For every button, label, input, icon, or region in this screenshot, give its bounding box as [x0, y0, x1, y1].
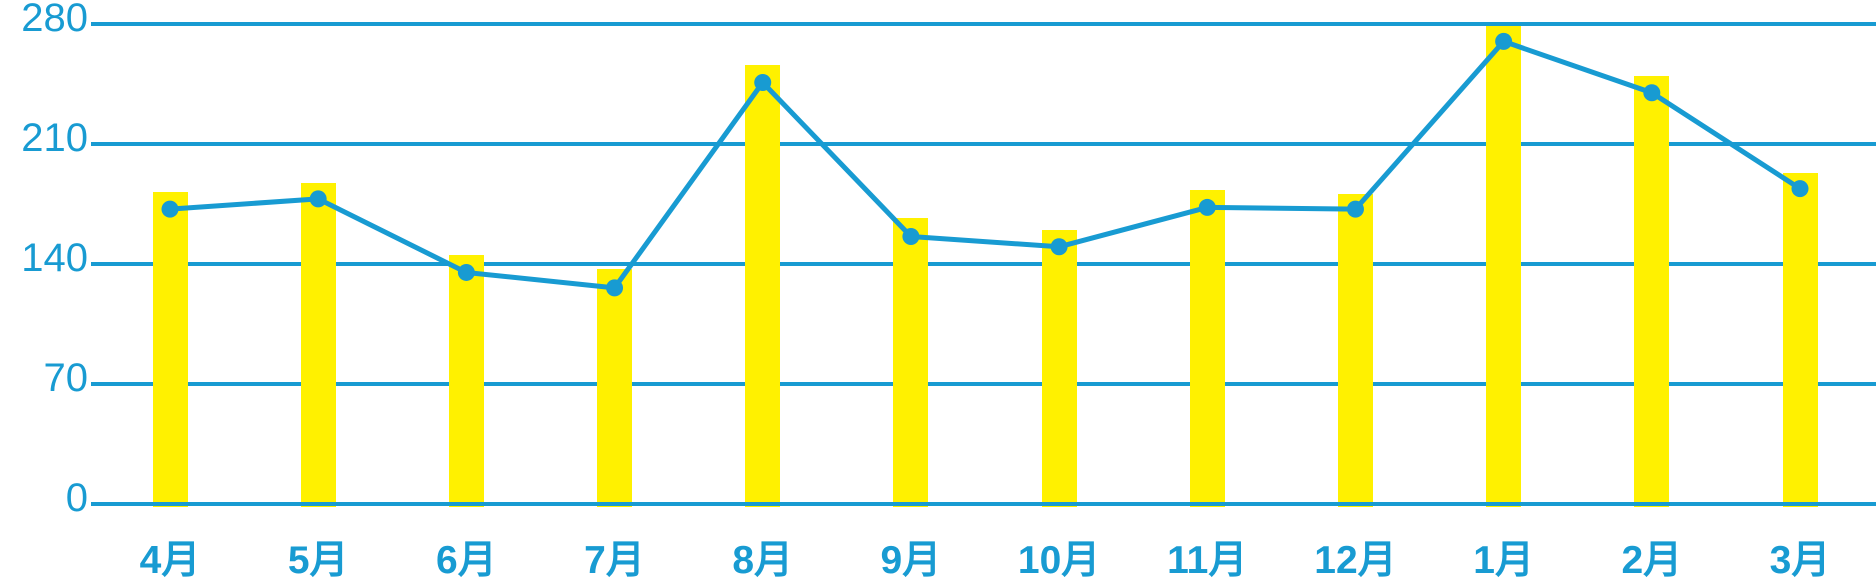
trend-line — [167, 38, 1803, 291]
bar-12月 — [1337, 193, 1373, 508]
bar-11月 — [1189, 190, 1225, 508]
data-point-dot-2月 — [1643, 84, 1661, 102]
bar-10月 — [1041, 229, 1077, 508]
x-tick-label-11月: 11月 — [1167, 539, 1248, 578]
x-tick-label-8月: 8月 — [732, 539, 794, 578]
bar-7月 — [597, 269, 633, 508]
x-tick-label-1月: 1月 — [1473, 539, 1534, 578]
x-tick-label-9月: 9月 — [880, 539, 942, 578]
x-tick-label-3月: 3月 — [1769, 539, 1831, 578]
bar-4月 — [152, 192, 188, 508]
bar-6月 — [448, 255, 484, 508]
y-tick-label: 210 — [21, 116, 88, 161]
data-point-dot-11月 — [1198, 198, 1216, 216]
data-point-dot-10月 — [1050, 238, 1068, 256]
gridline — [91, 381, 1876, 386]
x-tick-label-7月: 7月 — [584, 539, 645, 578]
bar-5月 — [300, 183, 336, 508]
data-point-dot-8月 — [754, 73, 772, 91]
data-point-dot-9月 — [902, 228, 920, 246]
gridline — [91, 261, 1876, 266]
x-tick-label-5月: 5月 — [287, 539, 349, 578]
data-point-dot-7月 — [606, 279, 624, 297]
data-point-dot-5月 — [309, 190, 327, 208]
data-point-dot-1月 — [1495, 32, 1513, 50]
data-point-dot-6月 — [457, 263, 475, 281]
x-tick-label-10月: 10月 — [1017, 539, 1101, 578]
y-tick-label: 280 — [21, 0, 88, 41]
data-point-dot-3月 — [1791, 180, 1809, 198]
data-point-dot-4月 — [161, 200, 179, 218]
x-tick-label-2月: 2月 — [1621, 539, 1683, 578]
y-tick-label: 70 — [43, 355, 89, 400]
x-tick-label-12月: 12月 — [1314, 539, 1397, 578]
bar-9月 — [893, 217, 929, 508]
gridline — [91, 142, 1876, 147]
x-tick-label-6月: 6月 — [436, 539, 497, 578]
y-tick-label: 140 — [21, 235, 88, 280]
x-tick-label-4月: 4月 — [139, 539, 201, 578]
y-tick-label: 0 — [65, 475, 88, 520]
x-axis-baseline — [91, 501, 1876, 506]
bar-8月 — [745, 65, 781, 508]
bar-1月 — [1486, 26, 1522, 508]
data-point-dot-12月 — [1346, 200, 1364, 218]
bar-3月 — [1782, 173, 1818, 508]
bar-2月 — [1634, 75, 1670, 508]
gridline — [91, 22, 1876, 27]
